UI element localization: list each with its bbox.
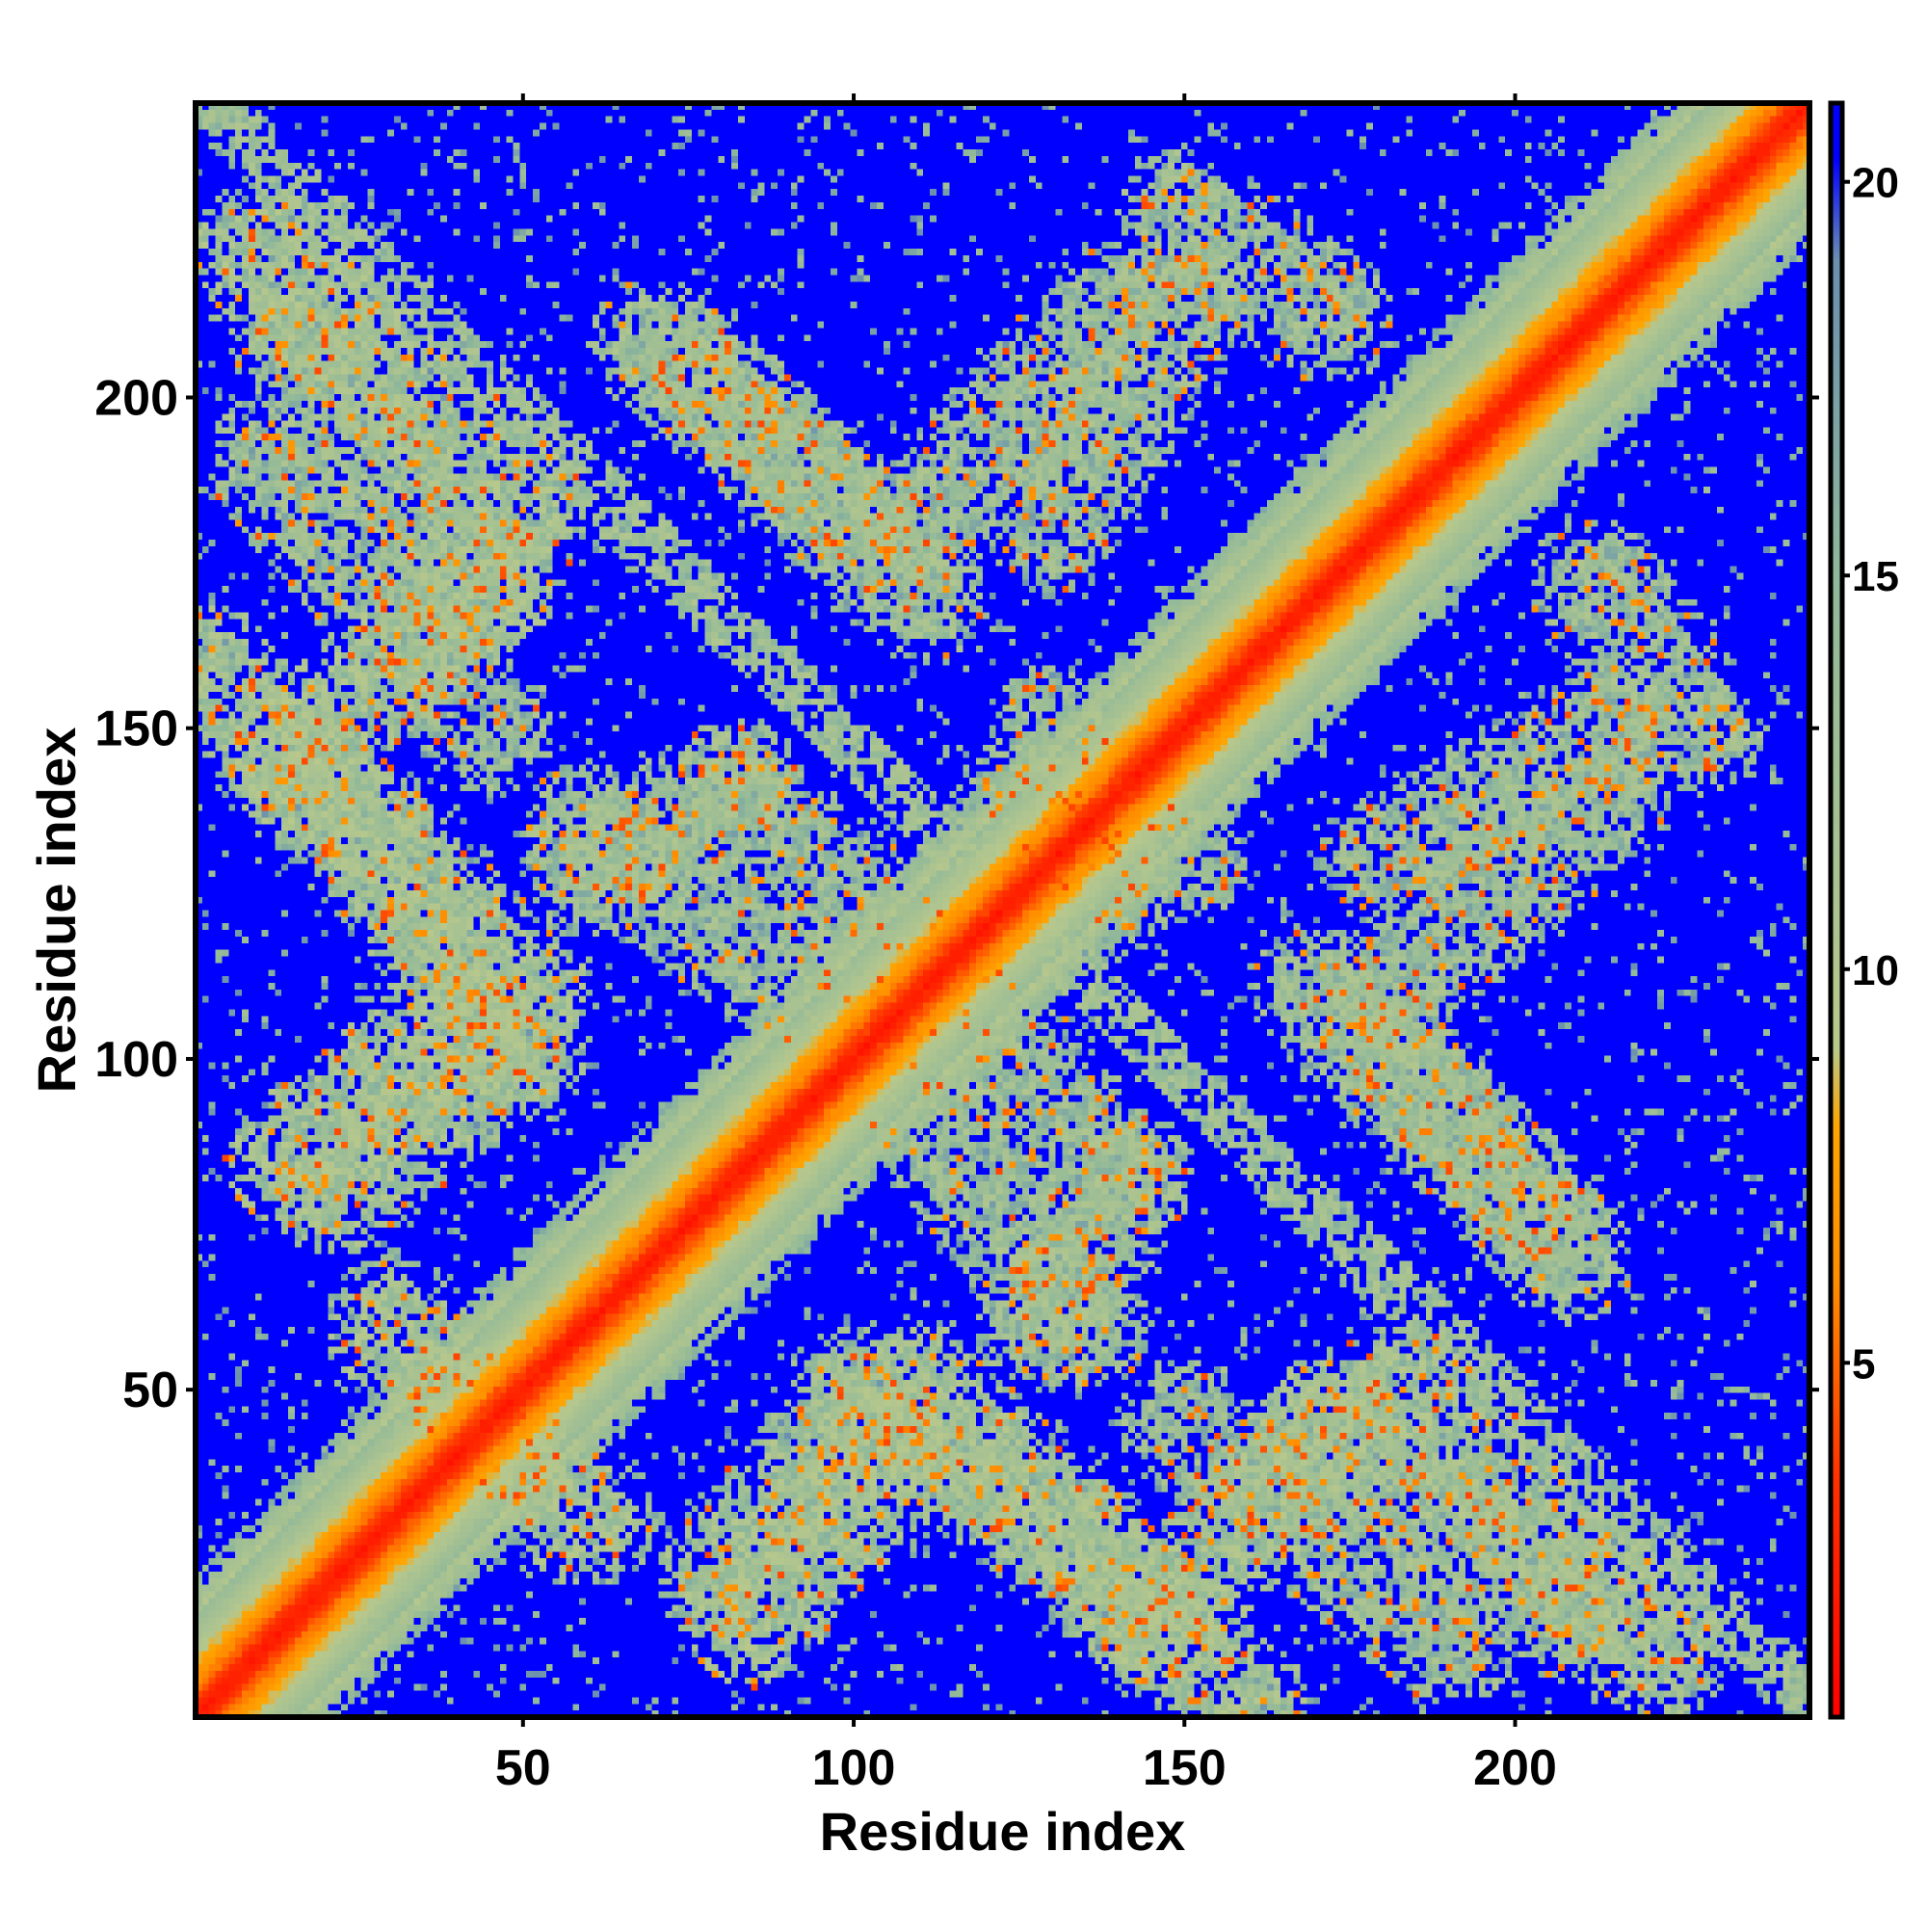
y-tick-label: 150	[94, 701, 178, 757]
x-tick-label: 100	[812, 1740, 896, 1796]
colorbar-tick-label: 10	[1852, 947, 1899, 994]
y-tick-label: 50	[122, 1363, 178, 1418]
x-axis: 50 100 150 200	[495, 93, 1557, 1796]
colorbar-tick-label: 15	[1852, 553, 1899, 600]
y-axis-title: Residue index	[26, 728, 87, 1094]
x-tick-label: 200	[1473, 1740, 1557, 1796]
x-tick-label: 50	[495, 1740, 551, 1796]
heatmap	[196, 103, 1809, 1717]
colorbar-gradient	[1828, 100, 1845, 1720]
y-tick-label: 200	[94, 370, 178, 426]
y-tick-label: 100	[94, 1032, 178, 1088]
x-tick-label: 150	[1143, 1740, 1227, 1796]
colorbar-tick-label: 20	[1852, 160, 1899, 207]
colorbar-ticks: 5 10 15 20	[1842, 160, 1899, 1388]
heatmap-cells	[196, 103, 1809, 1717]
colorbar-tick-label: 5	[1852, 1340, 1875, 1388]
y-axis: 50 100 150 200	[94, 370, 1819, 1418]
colorbar: 5 10 15 20	[1828, 100, 1899, 1720]
plot-frame	[193, 100, 1812, 1720]
x-axis-title: Residue index	[820, 1801, 1186, 1862]
